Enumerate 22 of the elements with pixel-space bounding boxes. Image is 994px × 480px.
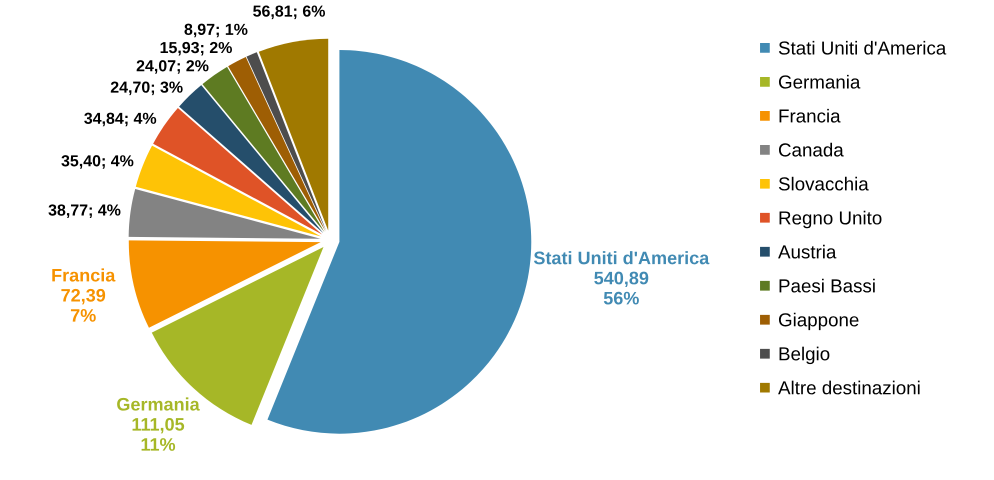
legend-label: Francia <box>780 108 841 123</box>
data-label: 38,77; 4% <box>48 204 120 218</box>
data-label: 8,97; 1% <box>184 24 248 38</box>
data-label: 24,70; 3% <box>110 81 183 96</box>
legend-label: Regno Unito <box>780 210 882 228</box>
data-label: 56,81; 6% <box>253 5 326 20</box>
legend-label: Canada <box>778 142 844 157</box>
legend-label: Paesi Bassi <box>780 278 875 292</box>
legend-label: Germania <box>778 74 860 89</box>
legend-label: Belgio <box>780 346 830 364</box>
legend-label: Austria <box>778 244 836 259</box>
legend-label: Stati Uniti d'America <box>778 40 946 55</box>
data-label: 15,93; 2% <box>160 42 232 56</box>
data-label: Francia 72,39 7% <box>52 268 116 322</box>
data-label: 24,07; 2% <box>136 60 208 74</box>
legend-label: Altre destinazioni <box>778 380 920 394</box>
data-label: Stati Uniti d'America 540,89 56% <box>534 251 710 305</box>
data-label: 35,40; 4% <box>61 155 134 169</box>
data-label: Germania 111,05 11% <box>117 397 200 451</box>
data-label: 34,84; 4% <box>84 112 156 126</box>
legend-label: Slovacchia <box>778 176 869 191</box>
legend-label: Giappone <box>778 312 859 330</box>
